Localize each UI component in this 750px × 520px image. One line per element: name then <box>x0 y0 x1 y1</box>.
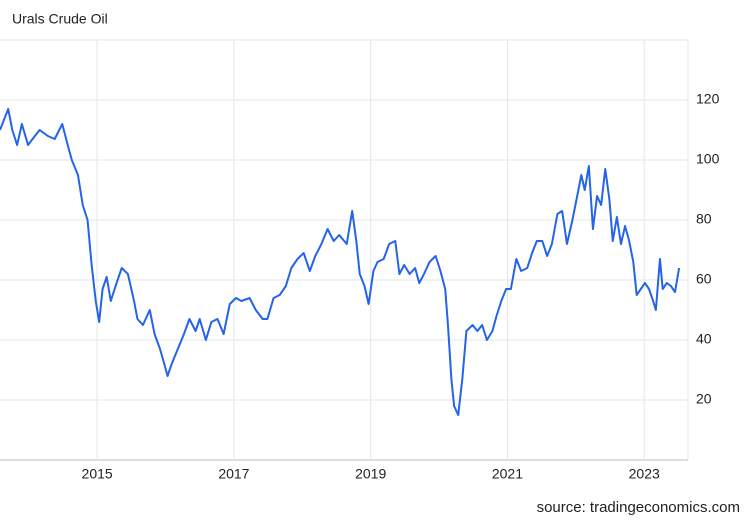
y-tick-label: 60 <box>696 271 712 287</box>
x-tick-label: 2015 <box>82 466 113 482</box>
price-line <box>0 108 681 416</box>
x-tick-label: 2019 <box>355 466 386 482</box>
x-tick-label: 2021 <box>492 466 523 482</box>
x-tick-label: 2017 <box>218 466 249 482</box>
y-tick-label: 80 <box>696 211 712 227</box>
source-note: source: tradingeconomics.com <box>537 499 740 516</box>
y-tick-label: 20 <box>696 391 712 407</box>
y-tick-label: 120 <box>696 91 720 107</box>
chart-title: Urals Crude Oil <box>12 11 108 27</box>
y-tick-label: 100 <box>696 151 720 167</box>
y-tick-label: 40 <box>696 331 712 347</box>
x-tick-label: 2023 <box>629 466 660 482</box>
